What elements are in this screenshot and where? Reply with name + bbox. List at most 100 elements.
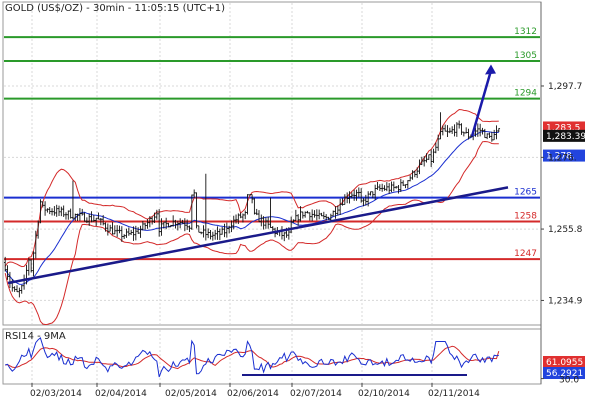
- x-axis-label: 02/11/2014: [428, 389, 480, 399]
- price-candle: [8, 271, 12, 288]
- price-candle: [171, 215, 175, 227]
- price-candle: [97, 212, 100, 220]
- price-candle: [155, 209, 159, 220]
- price-candle: [216, 226, 219, 240]
- price-candle: [181, 219, 184, 224]
- price-candle: [120, 226, 124, 242]
- level-label-1312: 1312: [514, 27, 537, 37]
- price-candle: [317, 209, 321, 220]
- price-candle: [448, 127, 452, 134]
- price-axis-label: 1,276.: [548, 153, 577, 163]
- price-candle: [343, 194, 347, 205]
- price-candle: [115, 225, 119, 237]
- price-candle: [301, 211, 305, 219]
- price-candle: [443, 124, 447, 132]
- rsi-line: [5, 337, 499, 378]
- price-candle: [362, 198, 365, 207]
- price-candle: [485, 133, 489, 140]
- price-candle: [413, 170, 417, 178]
- price-candle: [29, 259, 33, 273]
- price-candle: [237, 213, 240, 225]
- x-axis-label: 02/10/2014: [358, 389, 410, 399]
- price-candle: [369, 191, 372, 196]
- price-candle: [306, 210, 309, 214]
- price-candle: [334, 206, 337, 219]
- price-candle: [434, 142, 438, 154]
- rsi-value-box-label: 61.0955: [546, 358, 583, 368]
- price-candle: [294, 209, 298, 221]
- price-candle: [178, 218, 182, 229]
- price-box-bg: [543, 149, 585, 162]
- price-candle: [373, 184, 377, 200]
- price-candle: [359, 188, 363, 203]
- price-axis-label: 1,234.9: [548, 296, 583, 306]
- price-candle: [141, 220, 145, 231]
- price-candle: [220, 226, 224, 235]
- price-candle: [380, 183, 384, 192]
- price-candle: [148, 216, 152, 228]
- price-candle: [143, 222, 147, 230]
- price-candle: [230, 220, 233, 233]
- x-axis-label: 02/05/2014: [165, 389, 217, 399]
- price-axis-label: 1,297.7: [548, 82, 582, 92]
- price-candle: [415, 167, 419, 179]
- price-candle: [69, 208, 72, 219]
- price-candle: [411, 170, 414, 180]
- price-candle: [225, 222, 229, 238]
- price-candle: [497, 128, 501, 133]
- price-candle: [118, 225, 121, 234]
- price-box-label: 1,283.5: [546, 123, 580, 133]
- price-candle: [55, 204, 58, 217]
- price-candle: [134, 225, 138, 241]
- price-candle: [104, 222, 107, 232]
- price-candle: [460, 123, 463, 135]
- price-candle: [257, 210, 261, 223]
- price-candle: [488, 132, 491, 139]
- price-candle: [188, 225, 191, 232]
- bollinger-lower-line: [4, 140, 499, 326]
- price-candle: [197, 225, 201, 233]
- price-candle: [364, 194, 368, 206]
- price-candle: [199, 231, 203, 235]
- level-label-1294: 1294: [514, 89, 537, 99]
- price-candle: [146, 219, 149, 229]
- price-candle: [404, 184, 407, 189]
- price-candle: [394, 186, 398, 189]
- price-candle: [22, 274, 26, 290]
- price-box-label: 1,283.39: [546, 132, 586, 142]
- price-candle: [195, 192, 198, 229]
- price-candle: [190, 194, 194, 230]
- price-candle: [495, 125, 498, 140]
- moving-average-line: [4, 130, 499, 285]
- price-candle: [227, 225, 231, 234]
- price-candle: [429, 149, 433, 168]
- level-label-1247: 1247: [514, 249, 537, 259]
- price-candle: [94, 217, 98, 227]
- price-candle: [467, 128, 470, 140]
- price-candle: [408, 175, 412, 182]
- price-candle: [39, 199, 42, 224]
- price-candle: [92, 214, 96, 222]
- price-candle: [78, 208, 82, 221]
- price-candle: [71, 180, 75, 220]
- price-candle: [125, 228, 128, 238]
- price-candle: [345, 192, 349, 204]
- price-candle: [280, 226, 284, 240]
- price-candle: [322, 211, 326, 220]
- price-box-bg: [543, 129, 585, 142]
- main-chart-title: GOLD (US$/OZ) - 30min - 11:05:15 (UTC+1): [5, 3, 225, 14]
- rsi-value-box-bg: [543, 356, 585, 368]
- price-candle: [27, 258, 31, 276]
- price-candle: [34, 230, 38, 259]
- price-candle: [262, 216, 265, 230]
- price-candle: [266, 216, 270, 229]
- price-candle: [64, 212, 68, 220]
- price-candle: [32, 251, 35, 277]
- price-candle: [99, 218, 103, 226]
- price-candle: [157, 209, 161, 237]
- price-candle: [111, 222, 114, 235]
- price-candle: [204, 173, 208, 241]
- price-candle: [399, 178, 403, 193]
